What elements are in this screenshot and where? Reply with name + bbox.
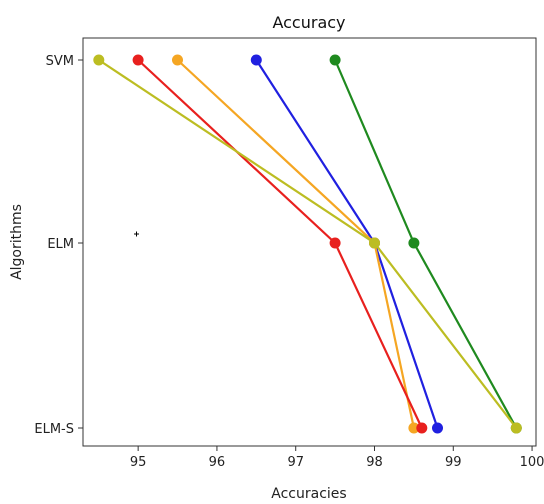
y-tick-label: SVM [46,54,74,69]
y-tick-label: ELM-S [34,422,74,437]
series-point-1 [250,54,262,66]
series-line-0 [334,59,518,429]
series-line-4 [98,59,518,429]
x-tick-label: 100 [520,455,544,470]
x-axis-label: Accuracies [271,486,346,502]
series-point-2 [408,422,420,434]
y-axis: SVM ELM ELM-S [34,54,83,437]
series-layer [93,54,522,434]
chart-title: Accuracy [272,13,345,32]
series-point-0 [329,54,341,66]
series-point-4 [369,237,380,249]
x-axis: 95 96 97 98 99 100 [130,446,544,470]
series-point-2 [172,54,183,66]
x-tick-label: 99 [445,455,462,470]
series-point-3 [329,237,341,249]
series-point-3 [416,422,428,434]
series-point-3 [132,54,144,66]
stray-dot-marker [134,231,139,237]
series-point-4 [93,54,105,66]
series-point-0 [408,237,420,249]
plot-frame [82,37,537,447]
series-point-1 [432,422,443,434]
x-tick-label: 98 [366,455,383,470]
y-tick-label: ELM [47,237,74,252]
x-tick-label: 95 [130,455,147,470]
x-tick-label: 96 [209,455,226,470]
y-axis-label: Algorithms [9,204,25,280]
series-point-4 [510,422,522,434]
x-tick-label: 97 [287,455,304,470]
